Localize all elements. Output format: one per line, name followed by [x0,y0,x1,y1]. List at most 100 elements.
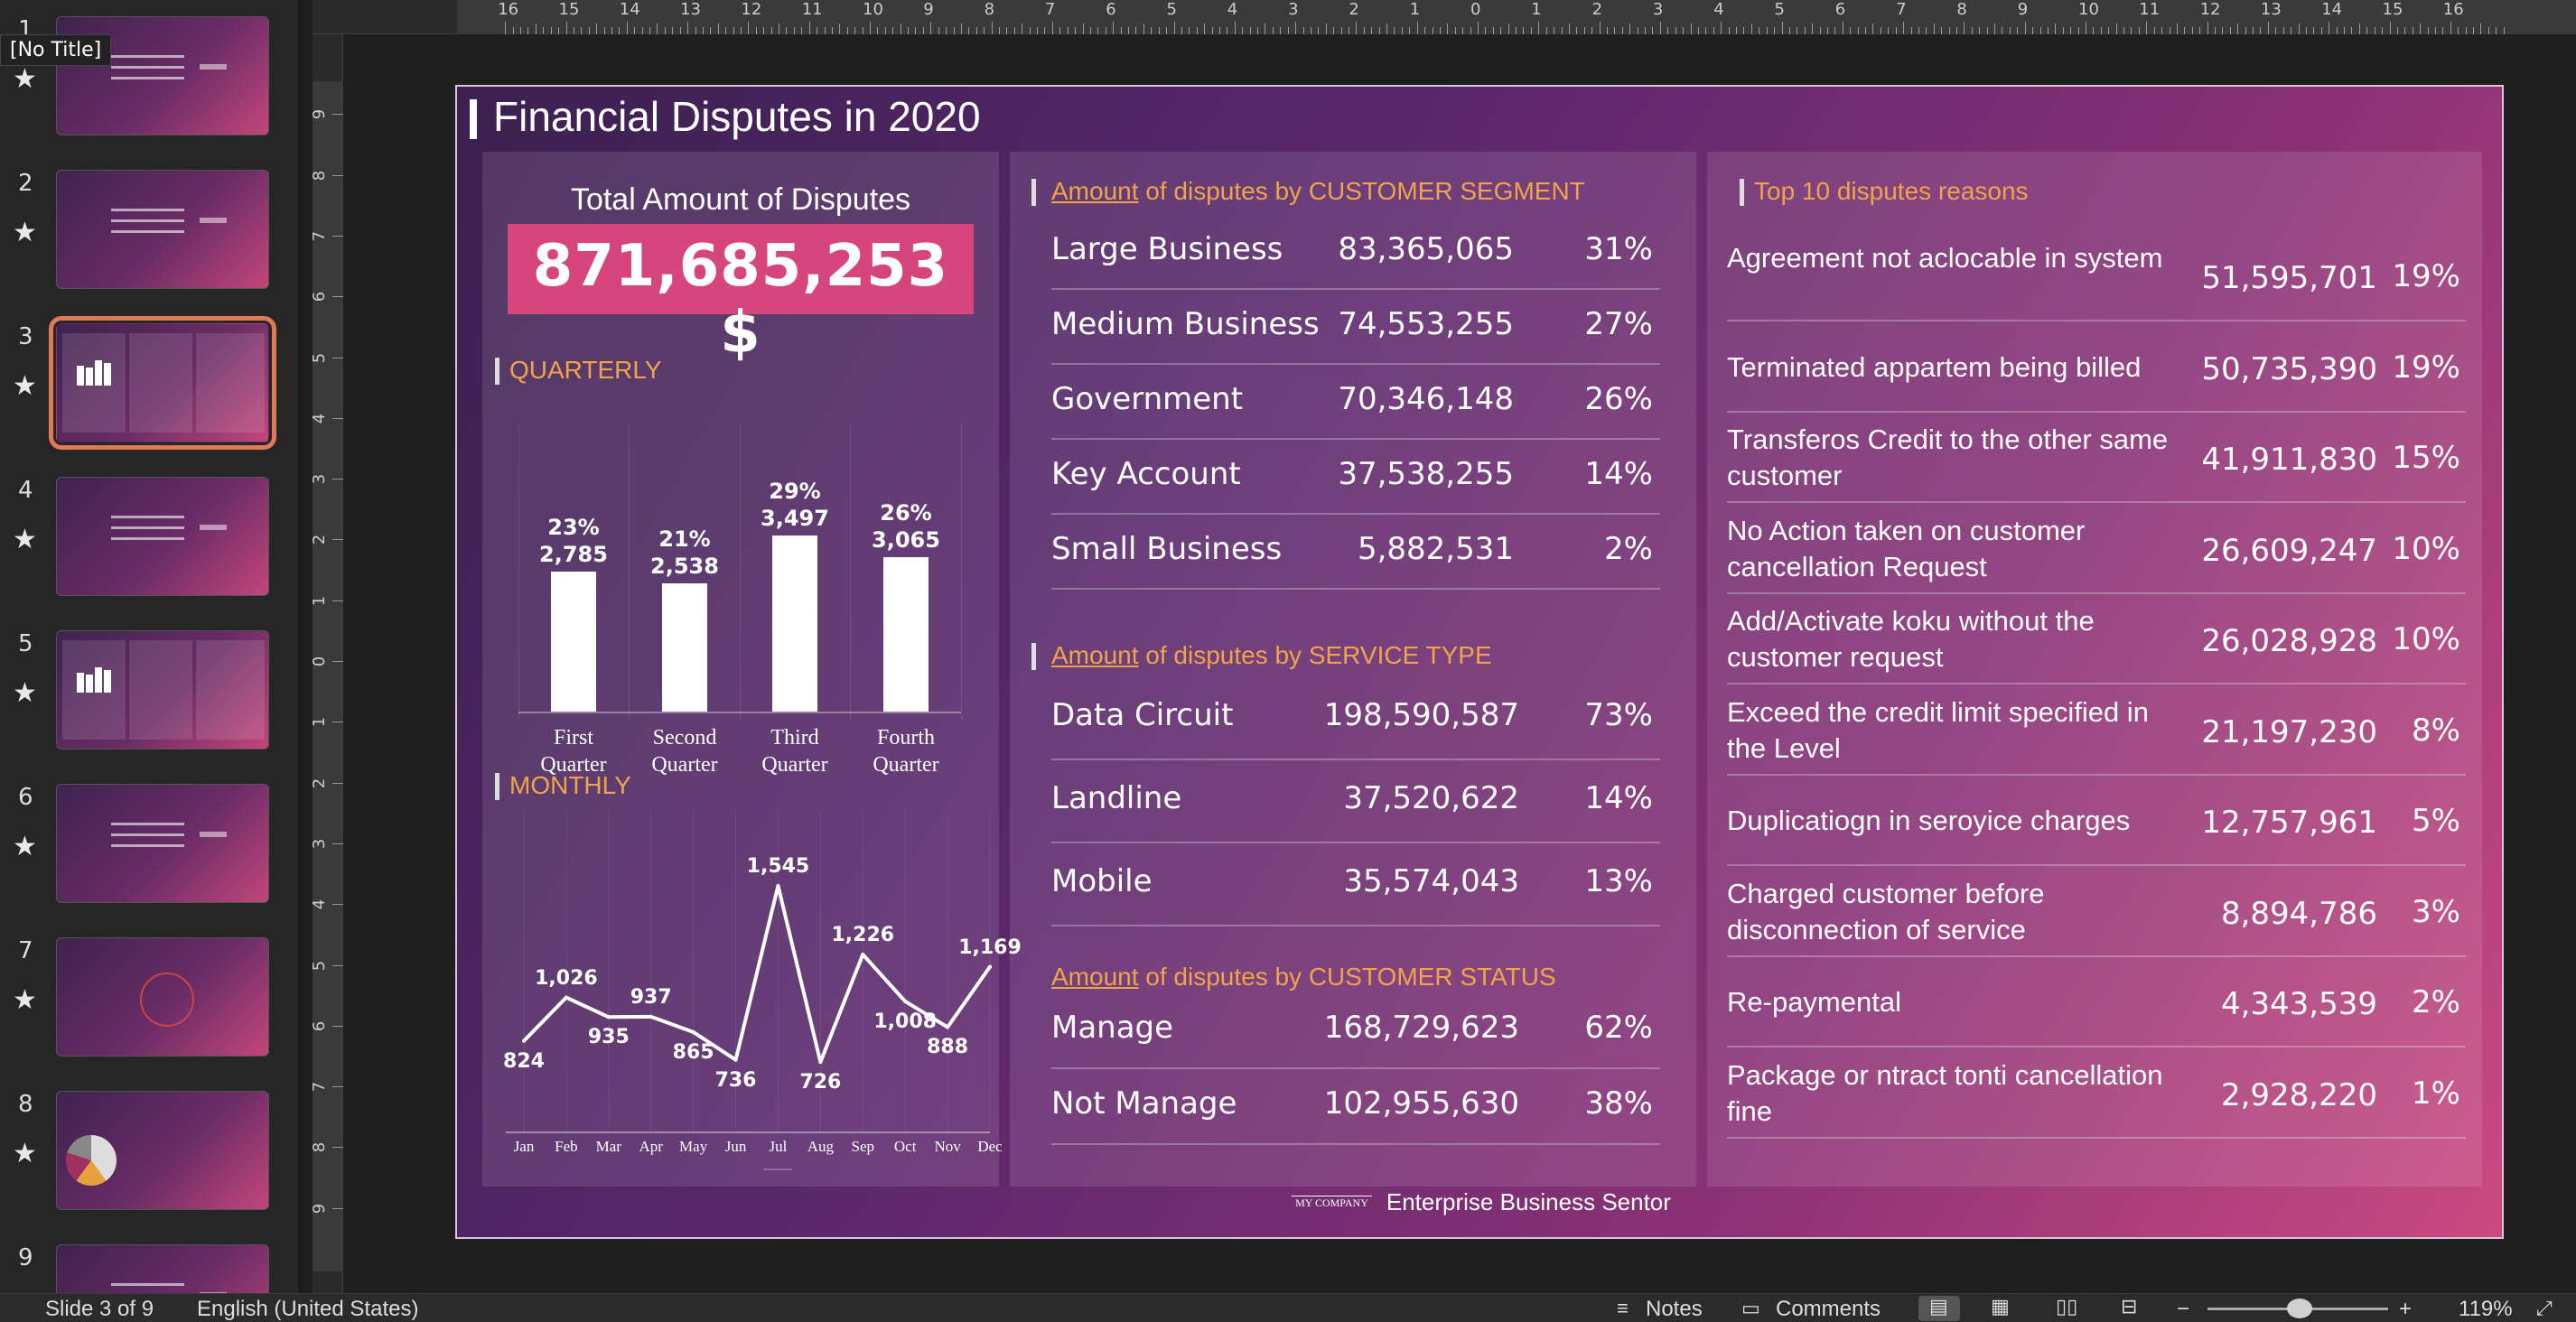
slide-thumbnail[interactable] [56,1091,269,1210]
reason-percent: 2% [2412,984,2460,1020]
ruler-tick [2496,27,2497,34]
ruler-tick [1333,27,1335,34]
slide-thumbnail[interactable] [56,784,269,903]
comments-button[interactable]: Comments [1776,1297,1881,1321]
reason-value: 41,911,830 [2201,442,2377,478]
language-indicator[interactable]: English (United States) [197,1297,419,1321]
slide-thumbnail[interactable] [56,477,269,596]
ruler-tick [550,27,552,34]
thumbnail-bar [86,675,93,693]
ruler-label: 9 [2017,0,2029,19]
ruler-tick [2055,23,2057,34]
ruler-tick [1659,22,1661,34]
monthly-heading: MONTHLY [509,771,631,799]
ruler-tick [1158,27,1160,34]
ruler-label: 5 [310,352,330,363]
ruler-tick [332,235,343,237]
slideshow-button[interactable]: ⊟ [2112,1295,2153,1321]
ruler-label: 2 [1349,0,1359,19]
ruler-label: 8 [310,1142,330,1153]
notes-button[interactable]: Notes [1646,1297,1703,1321]
ruler-tick [1059,27,1061,34]
ruler-tick [999,27,1000,34]
ruler-tick [2382,27,2384,34]
thumbnail-text-lines [111,1283,192,1293]
slide-title[interactable]: Financial Disputes in 2020 [493,93,981,140]
vertical-ruler: 9 8 7 6 5 4 3 2 1 0 1 2 3 4 5 6 7 8 9 [310,34,343,1293]
total-and-trends-panel: Total Amount of Disputes 871,685,253 $ Q… [482,152,1022,1187]
ruler-tick [1675,27,1676,34]
presenter-icon: ⊟ [2121,1295,2138,1317]
ruler-label: 9 [923,0,934,19]
slide-thumbnail[interactable] [49,316,276,450]
row-name: Manage [1051,1010,1174,1046]
ruler-label: 12 [741,0,762,19]
ruler-label: 1 [310,595,330,606]
ruler-tick [1971,27,1973,34]
ruler-tick [1955,27,1957,34]
thumbnail-block [129,640,192,740]
ruler-tick [755,27,757,34]
ruler-tick [626,22,628,34]
thumbnail-block [62,333,126,433]
zoom-in-button[interactable]: + [2399,1297,2413,1321]
ruler-tick [1272,27,1274,34]
ruler-tick [2161,27,2163,34]
month-label: Mar [595,1138,621,1155]
slide-thumbnail[interactable] [56,630,269,749]
slide-thumbnail[interactable] [56,1244,269,1293]
normal-view-button[interactable]: ▤ [1918,1295,1960,1321]
slide-thumbnail[interactable] [56,170,269,289]
ruler-tick [2199,27,2201,34]
thumbnail-scrollbar[interactable] [298,0,303,1293]
thumbnail-line [111,833,184,836]
monthly-value-label: 888 [927,1036,969,1059]
ruler-tick [1713,27,1714,34]
monthly-point [818,1060,823,1065]
ruler-tick [695,27,696,34]
reading-view-button[interactable]: ▯▯ [2047,1295,2088,1321]
ruler-tick [2366,27,2368,34]
slide-canvas[interactable]: Financial Disputes in 2020 Total Amount … [455,85,2504,1239]
ruler-tick [1690,23,1692,34]
ruler-label: 6 [310,1020,330,1032]
monthly-value-label: 1,026 [535,966,598,990]
horizontal-ruler: 16 15 14 13 12 11 10 9 8 7 6 5 4 3 2 1 0 1 2 3 4 5 6 7 8 9 10 11 12 1… [313,0,2576,34]
quarterly-bar [551,571,596,712]
ruler-label: 3 [310,838,330,850]
ruler-tick [2351,27,2353,34]
slide-thumbnail[interactable] [56,937,269,1057]
row-value: 70,346,148 [1338,381,1514,417]
ruler-tick [854,27,856,34]
monthly-point [649,1014,653,1019]
quarter-label-line: Second [652,726,717,749]
ruler-tick [332,1147,343,1149]
table-row: Mobile 35,574,043 13% [1051,843,1660,926]
ruler-label: 1 [310,717,330,728]
ruler-tick [1013,27,1015,34]
ruler-label: 5 [310,960,330,971]
quarterly-bar [883,556,929,712]
fit-to-window-icon[interactable]: ⤢ [2536,1297,2553,1319]
star-icon: ★ [13,1138,37,1169]
ruler-tick [2009,27,2011,34]
zoom-slider-thumb[interactable] [2287,1299,2312,1318]
quarterly-heading: QUARTERLY [509,356,662,384]
ruler-tick [1386,23,1388,34]
row-percent: 14% [1584,780,1653,816]
ruler-tick [581,27,583,34]
ruler-tick [1280,27,1282,34]
ruler-label: 15 [2382,0,2403,19]
slide-thumbnail-row: 7 ★ [0,937,303,1073]
ruler-tick [1736,27,1738,34]
bar-percent: 23% [547,514,600,540]
slide-sorter-button[interactable]: ▦ [1982,1295,2023,1321]
monthly-value-label: 937 [630,985,672,1009]
zoom-level[interactable]: 119% [2459,1297,2513,1321]
ruler-tick [1037,27,1039,34]
ruler-tick [908,27,910,34]
notes-icon: ≡ [1617,1297,1629,1319]
zoom-out-button[interactable]: − [2177,1297,2190,1321]
ruler-tick [2305,27,2307,34]
ruler-tick [1918,27,1919,34]
